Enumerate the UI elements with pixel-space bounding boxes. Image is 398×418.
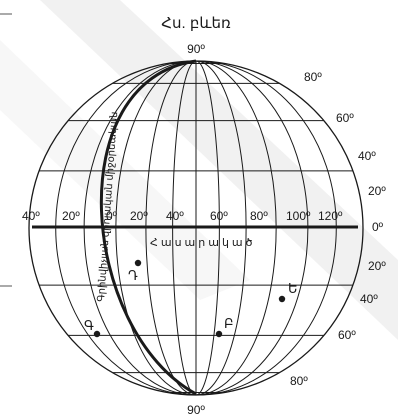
equator-name: Հասարակած: [150, 237, 256, 249]
lat-label-south-60: 60º: [338, 328, 356, 342]
lat-label-south-80: 80º: [290, 374, 308, 388]
point-marker-1: [215, 330, 223, 338]
lon-label-e100: 100º: [286, 209, 311, 223]
lon-label-w40: 40º: [22, 209, 40, 223]
longitude-labels: 40º 20º 0º 20º 40º 60º 80º 100º 120º: [22, 209, 343, 223]
lon-label-e120: 120º: [318, 209, 343, 223]
point-marker-2: [93, 330, 101, 338]
lon-label-0: 0º: [106, 209, 118, 223]
lat-label-south-40: 40º: [360, 292, 378, 306]
lon-label-e60: 60º: [210, 209, 228, 223]
lat-label-north-80: 80º: [304, 70, 322, 84]
lon-label-e20: 20º: [130, 209, 148, 223]
points-layer: Բ Գ Դ Ե: [84, 259, 298, 338]
lat-label-north-60: 60º: [336, 111, 354, 125]
point-marker-4: [278, 295, 286, 303]
lat-label-south-20: 20º: [368, 259, 386, 273]
point-label-4: Ե: [288, 281, 298, 296]
prime-meridian-line: [99, 59, 197, 396]
north-pole-title: Հս. բևեռ: [161, 15, 231, 32]
lat-label-north-20: 20º: [368, 184, 386, 198]
point-label-3: Դ: [128, 268, 138, 283]
equator-label: 0º: [372, 220, 384, 234]
lon-label-e40: 40º: [166, 209, 184, 223]
north-pole-label: 90º: [187, 42, 205, 56]
lat-label-north-40: 40º: [358, 149, 376, 163]
point-label-1: Բ: [224, 316, 234, 331]
point-marker-3: [134, 259, 142, 267]
south-pole-label: 90º: [187, 403, 205, 417]
lon-label-w20: 20º: [62, 209, 80, 223]
point-label-2: Գ: [84, 318, 94, 333]
lon-label-e80: 80º: [250, 209, 268, 223]
globe-outline: [28, 60, 364, 396]
